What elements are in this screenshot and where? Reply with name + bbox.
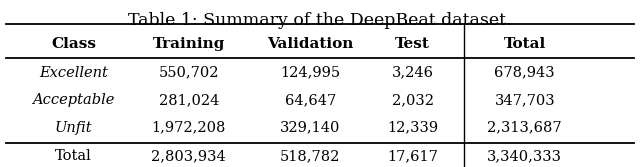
Text: 2,313,687: 2,313,687	[488, 121, 562, 135]
Text: 678,943: 678,943	[495, 66, 555, 80]
Text: Class: Class	[51, 37, 96, 51]
Text: 347,703: 347,703	[495, 93, 555, 107]
Text: Validation: Validation	[268, 37, 353, 51]
Text: Test: Test	[396, 37, 430, 51]
Text: Excellent: Excellent	[39, 66, 108, 80]
Text: Total: Total	[504, 37, 546, 51]
Text: 12,339: 12,339	[387, 121, 438, 135]
Text: Acceptable: Acceptable	[33, 93, 115, 107]
Text: 2,803,934: 2,803,934	[152, 149, 226, 163]
Text: 281,024: 281,024	[159, 93, 219, 107]
Text: Table 1: Summary of the DeepBeat dataset.: Table 1: Summary of the DeepBeat dataset…	[128, 12, 512, 29]
Text: Total: Total	[55, 149, 92, 163]
Text: 3,246: 3,246	[392, 66, 434, 80]
Text: 1,972,208: 1,972,208	[152, 121, 226, 135]
Text: 124,995: 124,995	[280, 66, 340, 80]
Text: 17,617: 17,617	[387, 149, 438, 163]
Text: 550,702: 550,702	[159, 66, 219, 80]
Text: Unfit: Unfit	[55, 121, 92, 135]
Text: 64,647: 64,647	[285, 93, 336, 107]
Text: 3,340,333: 3,340,333	[487, 149, 563, 163]
Text: 329,140: 329,140	[280, 121, 340, 135]
Text: 2,032: 2,032	[392, 93, 434, 107]
Text: Training: Training	[152, 37, 225, 51]
Text: 518,782: 518,782	[280, 149, 340, 163]
